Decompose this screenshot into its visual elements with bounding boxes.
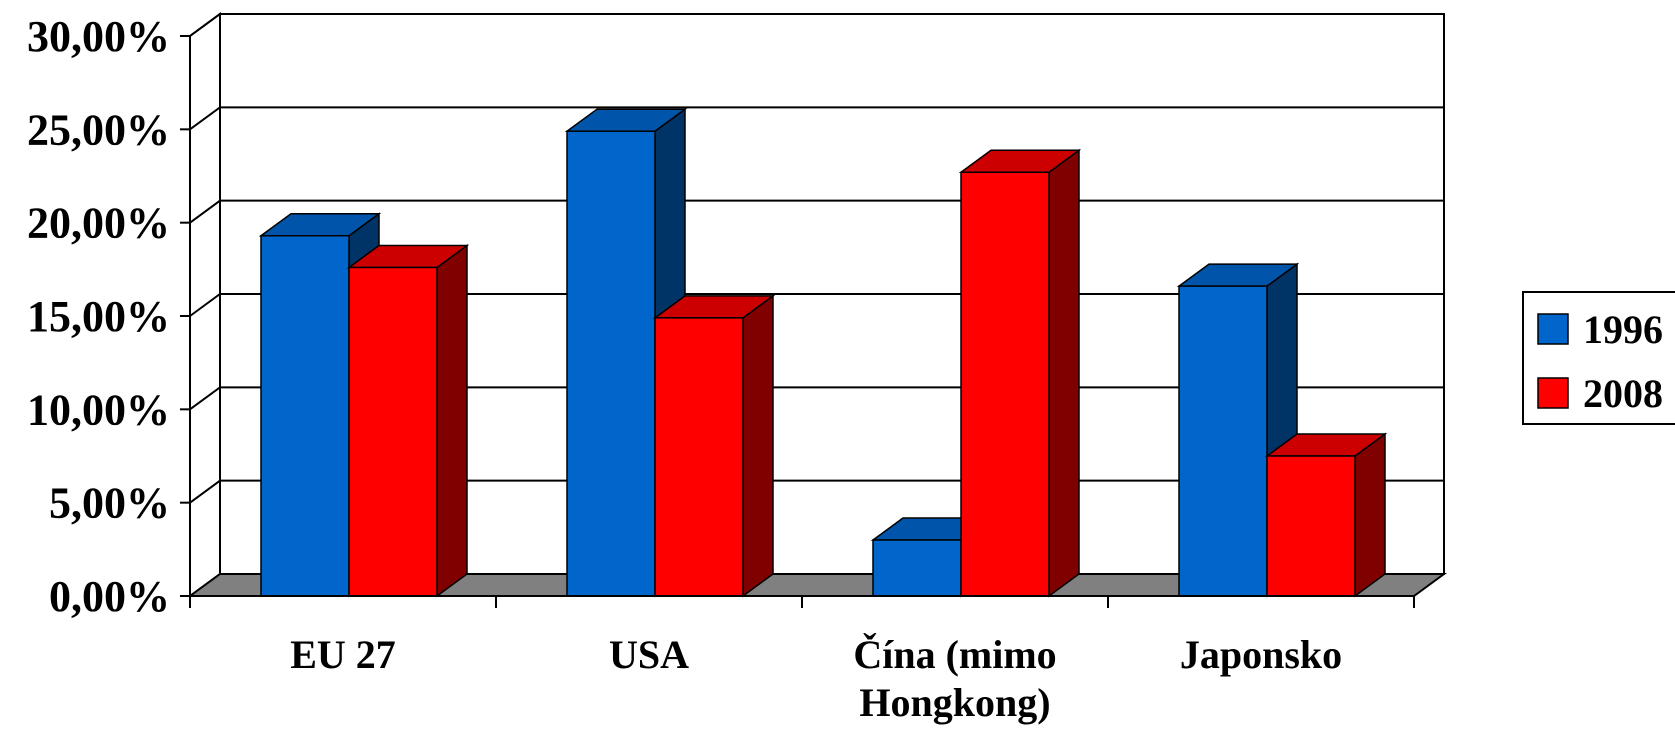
y-tick-label: 15,00% <box>27 292 170 341</box>
legend-swatch <box>1537 377 1569 409</box>
bar-front-face <box>1178 285 1268 597</box>
y-tick-label: 30,00% <box>27 12 170 61</box>
y-tick-label: 10,00% <box>27 385 170 434</box>
x-axis-category-labels: EU 27 USA Čína (mimo Hongkong) Japonsko <box>290 632 1342 725</box>
gridline <box>189 106 1444 131</box>
bar-front-face <box>348 266 438 597</box>
legend-label: 1996 <box>1583 307 1663 352</box>
legend-label: 2008 <box>1583 371 1663 416</box>
category-label-line: Japonsko <box>1180 632 1342 677</box>
bar-side-face <box>436 243 468 598</box>
bar-front-face <box>654 317 744 597</box>
legend: 1996 2008 <box>1522 291 1675 425</box>
category-label: Japonsko <box>1180 632 1342 677</box>
bar-front-face <box>872 539 962 597</box>
category-label-line: Čína (mimo <box>853 632 1056 677</box>
bar <box>1176 262 1300 598</box>
category-label: USA <box>609 632 689 677</box>
bar-side-face <box>742 294 774 598</box>
bar <box>346 243 470 598</box>
bar <box>1264 432 1388 598</box>
gridline <box>189 13 1444 37</box>
category-label: EU 27 <box>290 632 396 677</box>
category-label-line: Hongkong) <box>859 680 1050 725</box>
y-tick-label: 0,00% <box>49 572 170 621</box>
category-label-line: EU 27 <box>290 632 396 677</box>
bar-front-face <box>260 234 350 597</box>
y-axis-tick-labels: 0,00% 5,00% 10,00% 15,00% 20,00% 25,00% 30,00% <box>27 12 170 621</box>
category-label-line: USA <box>609 632 689 677</box>
y-tick-label: 20,00% <box>27 199 170 248</box>
bar <box>652 294 776 598</box>
bar <box>958 148 1082 598</box>
bar-front-face <box>1266 455 1356 597</box>
bar-front-face <box>960 171 1050 597</box>
category-label: Čína (mimo Hongkong) <box>853 632 1056 725</box>
legend-swatch <box>1537 313 1569 345</box>
bars-group <box>258 107 1388 598</box>
bar-side-face <box>1354 432 1386 598</box>
y-tick-label: 5,00% <box>49 479 170 528</box>
y-tick-label: 25,00% <box>27 105 170 154</box>
bar-side-face <box>1048 148 1080 598</box>
axes-group <box>180 35 1415 608</box>
bar-front-face <box>566 130 656 597</box>
